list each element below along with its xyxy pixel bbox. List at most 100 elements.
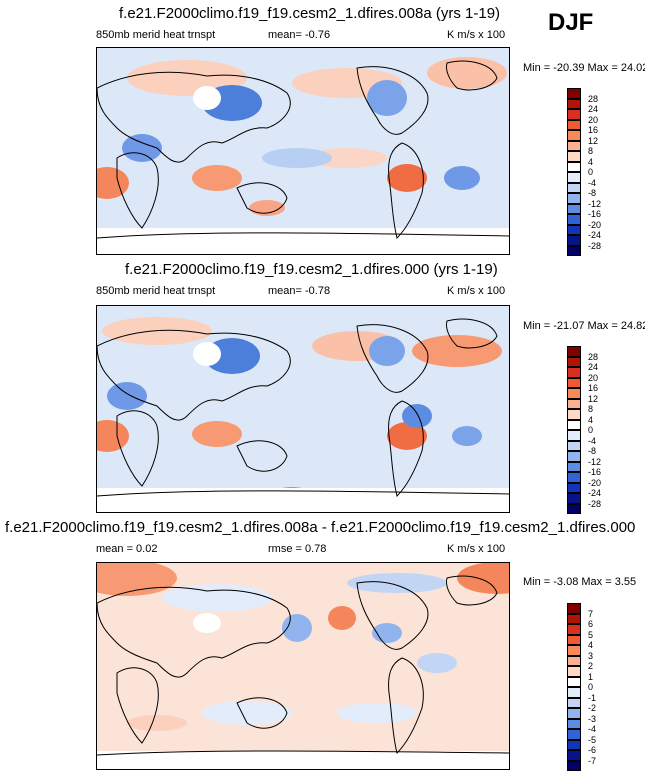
colorbar-tick-label: -7: [588, 755, 597, 766]
colorbar-tick-label: 6: [588, 619, 594, 629]
colorbar-tick-label: -20: [588, 477, 602, 488]
colorbar-swatch: [567, 409, 581, 420]
colorbar-tick-label: 8: [588, 146, 594, 156]
colorbar-swatch: [567, 140, 581, 151]
colorbar-tick-label: -24: [588, 230, 602, 240]
colorbar-swatch: [567, 613, 581, 624]
colorbar-swatch: [567, 645, 581, 656]
colorbar-tick-label: 0: [588, 682, 594, 692]
colorbar-swatch: [567, 440, 581, 451]
colorbar-tick-label: 4: [588, 640, 594, 650]
colorbar-tick-label: 20: [588, 372, 599, 383]
colorbar-tick-label: -1: [588, 692, 597, 703]
colorbar-swatch: [567, 634, 581, 645]
colorbar-swatch: [567, 676, 581, 687]
colorbar-swatch: [567, 203, 581, 214]
panel-2-map: [96, 305, 510, 513]
panel-2-colorbar: 28 24 20 16 12 8 4 0 -4 -8 -12 -16 -20 -24 -28: [567, 346, 601, 514]
colorbar-tick-label: 0: [588, 425, 594, 435]
colorbar-swatch: [567, 88, 581, 99]
colorbar-tick-label: 20: [588, 114, 599, 125]
panel-1-title: f.e21.F2000climo.f19_f19.cesm2_1.dfires.…: [119, 5, 501, 22]
colorbar-swatch: [567, 182, 581, 193]
colorbar-swatch: [567, 503, 581, 514]
season-label: DJF: [548, 9, 594, 36]
colorbar-swatch: [567, 388, 581, 399]
colorbar-tick-label: -28: [588, 498, 602, 509]
colorbar-tick-label: -8: [588, 446, 597, 456]
panel-2-title: f.e21.F2000climo.f19_f19.cesm2_1.dfires.…: [125, 261, 498, 278]
colorbar-tick-label: 16: [588, 383, 599, 393]
panel-3-colorbar-boxes: [567, 603, 581, 771]
colorbar-swatch: [567, 161, 581, 172]
colorbar-swatch: [567, 367, 581, 378]
panel-3-colorbar: 7 6 5 4 3 2 1 0 -1 -2 -3 -4 -5 -6 -7: [567, 603, 596, 771]
colorbar-swatch: [567, 398, 581, 409]
colorbar-tick-label: 28: [588, 351, 599, 362]
colorbar-tick-label: 5: [588, 629, 594, 640]
colorbar-swatch: [567, 346, 581, 357]
colorbar-tick-label: -8: [588, 188, 597, 198]
panel-3-minmax-label: Min = -3.08 Max = 3.55: [523, 576, 637, 588]
colorbar-swatch: [567, 356, 581, 367]
colorbar-swatch: [567, 151, 581, 162]
colorbar-swatch: [567, 98, 581, 109]
panel-1-colorbar-boxes: [567, 88, 581, 256]
panel-2-variable-label: 850mb merid heat trnspt: [96, 285, 216, 297]
colorbar-swatch: [567, 739, 581, 750]
colorbar-swatch: [567, 172, 581, 183]
colorbar-swatch: [567, 224, 581, 235]
colorbar-swatch: [567, 687, 581, 698]
colorbar-tick-label: -12: [588, 456, 602, 467]
panel-3-units-label: K m/s x 100: [447, 543, 506, 555]
colorbar-swatch: [567, 377, 581, 388]
panel-1-colorbar: 28 24 20 16 12 8 4 0 -4 -8 -12 -16 -20 -24 -28: [567, 88, 601, 256]
colorbar-tick-label: -3: [588, 713, 597, 724]
panel-3-rmse-label: rmse = 0.78: [268, 543, 327, 555]
colorbar-tick-label: -12: [588, 198, 602, 209]
colorbar-tick-label: 16: [588, 125, 599, 135]
colorbar-tick-label: 4: [588, 156, 594, 167]
colorbar-tick-label: -2: [588, 703, 597, 713]
colorbar-tick-label: -28: [588, 240, 602, 251]
panel-2-map-svg: [97, 306, 509, 512]
colorbar-tick-label: 0: [588, 167, 594, 177]
colorbar-swatch: [567, 235, 581, 246]
colorbar-tick-label: 12: [588, 135, 599, 146]
colorbar-swatch: [567, 750, 581, 761]
colorbar-swatch: [567, 119, 581, 130]
colorbar-tick-label: -24: [588, 488, 602, 498]
colorbar-swatch: [567, 482, 581, 493]
colorbar-tick-label: -5: [588, 734, 597, 745]
colorbar-tick-label: 2: [588, 661, 594, 671]
colorbar-swatch: [567, 603, 581, 614]
panel-1-minmax-label: Min = -20.39 Max = 24.02: [523, 62, 645, 74]
panel-3-title: f.e21.F2000climo.f19_f19.cesm2_1.dfires.…: [5, 519, 636, 536]
panel-1-units-label: K m/s x 100: [447, 29, 506, 41]
colorbar-swatch: [567, 419, 581, 430]
colorbar-swatch: [567, 493, 581, 504]
colorbar-swatch: [567, 214, 581, 225]
panel-1-map-svg: [97, 48, 509, 254]
colorbar-swatch: [567, 109, 581, 120]
colorbar-tick-label: 24: [588, 104, 599, 114]
colorbar-swatch: [567, 430, 581, 441]
colorbar-swatch: [567, 760, 581, 771]
colorbar-swatch: [567, 718, 581, 729]
colorbar-tick-label: -16: [588, 467, 602, 477]
panel-3-map-svg: [97, 563, 509, 769]
colorbar-swatch: [567, 451, 581, 462]
panel-2-mean-label: mean= -0.78: [268, 285, 331, 297]
colorbar-tick-label: 12: [588, 393, 599, 404]
colorbar-swatch: [567, 729, 581, 740]
colorbar-swatch: [567, 697, 581, 708]
colorbar-swatch: [567, 666, 581, 677]
panel-1-map: [96, 47, 510, 255]
colorbar-swatch: [567, 461, 581, 472]
panel-3-mean-label: mean = 0.02: [96, 543, 158, 555]
colorbar-tick-label: 1: [588, 671, 594, 682]
colorbar-tick-label: 4: [588, 414, 594, 425]
colorbar-swatch: [567, 655, 581, 666]
panel-1-mean-label: mean= -0.76: [268, 29, 331, 41]
panel-2-units-label: K m/s x 100: [447, 285, 506, 297]
